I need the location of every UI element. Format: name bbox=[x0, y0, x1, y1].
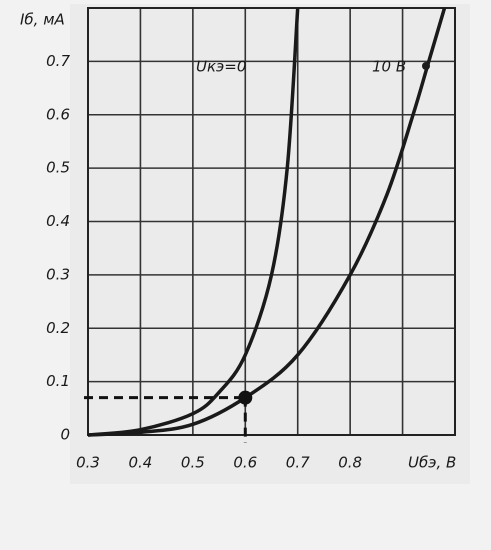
x-axis-title: Uбэ, В bbox=[408, 454, 456, 472]
x-tick-label: 0.8 bbox=[338, 454, 362, 472]
paper bbox=[70, 4, 470, 484]
y-tick-label: 0.2 bbox=[46, 319, 70, 337]
x-tick-label: 0.5 bbox=[181, 454, 205, 472]
y-tick-label: 0.7 bbox=[46, 52, 70, 70]
series-label: 10 В bbox=[372, 58, 406, 76]
y-tick-label: 0.5 bbox=[46, 159, 70, 177]
x-tick-label: 0.3 bbox=[76, 454, 100, 472]
series-label: Uкэ=0 bbox=[196, 58, 246, 76]
x-tick-label: 0.6 bbox=[233, 454, 257, 472]
curve bbox=[87, 7, 300, 437]
y-tick-label: 0 bbox=[60, 426, 70, 444]
plot-frame bbox=[87, 7, 456, 436]
y-tick-label: 0.6 bbox=[46, 105, 70, 123]
x-tick-label: 0.7 bbox=[286, 454, 310, 472]
y-tick-label: 0.3 bbox=[46, 265, 70, 283]
y-tick-label: 0.4 bbox=[46, 212, 70, 230]
y-tick-label: 0.1 bbox=[46, 372, 70, 390]
series-label-dot bbox=[422, 62, 430, 70]
x-tick-label: 0.4 bbox=[128, 454, 152, 472]
curve bbox=[87, 7, 447, 437]
y-axis-title: Iб, мА bbox=[20, 11, 65, 29]
operating-point bbox=[238, 390, 253, 405]
